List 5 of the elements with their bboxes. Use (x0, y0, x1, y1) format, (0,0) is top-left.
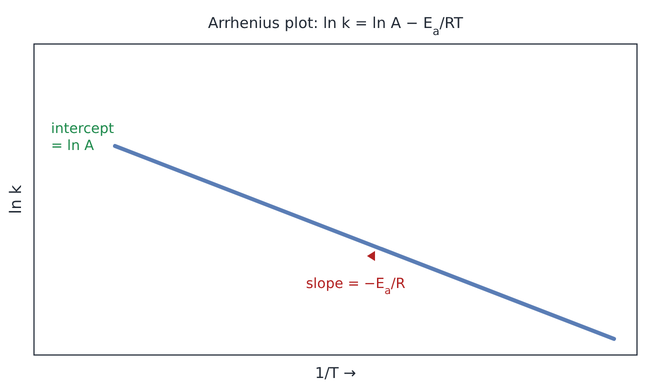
x-axis-title: 1/T → (314, 364, 356, 382)
chart-title: Arrhenius plot: ln k = ln A − E$_{a}$/RT (208, 14, 464, 38)
annotation: slope = −E$_{a}$/R (306, 276, 406, 297)
annotation: intercept = ln A (51, 121, 115, 154)
y-axis-title: ln k (6, 184, 25, 214)
